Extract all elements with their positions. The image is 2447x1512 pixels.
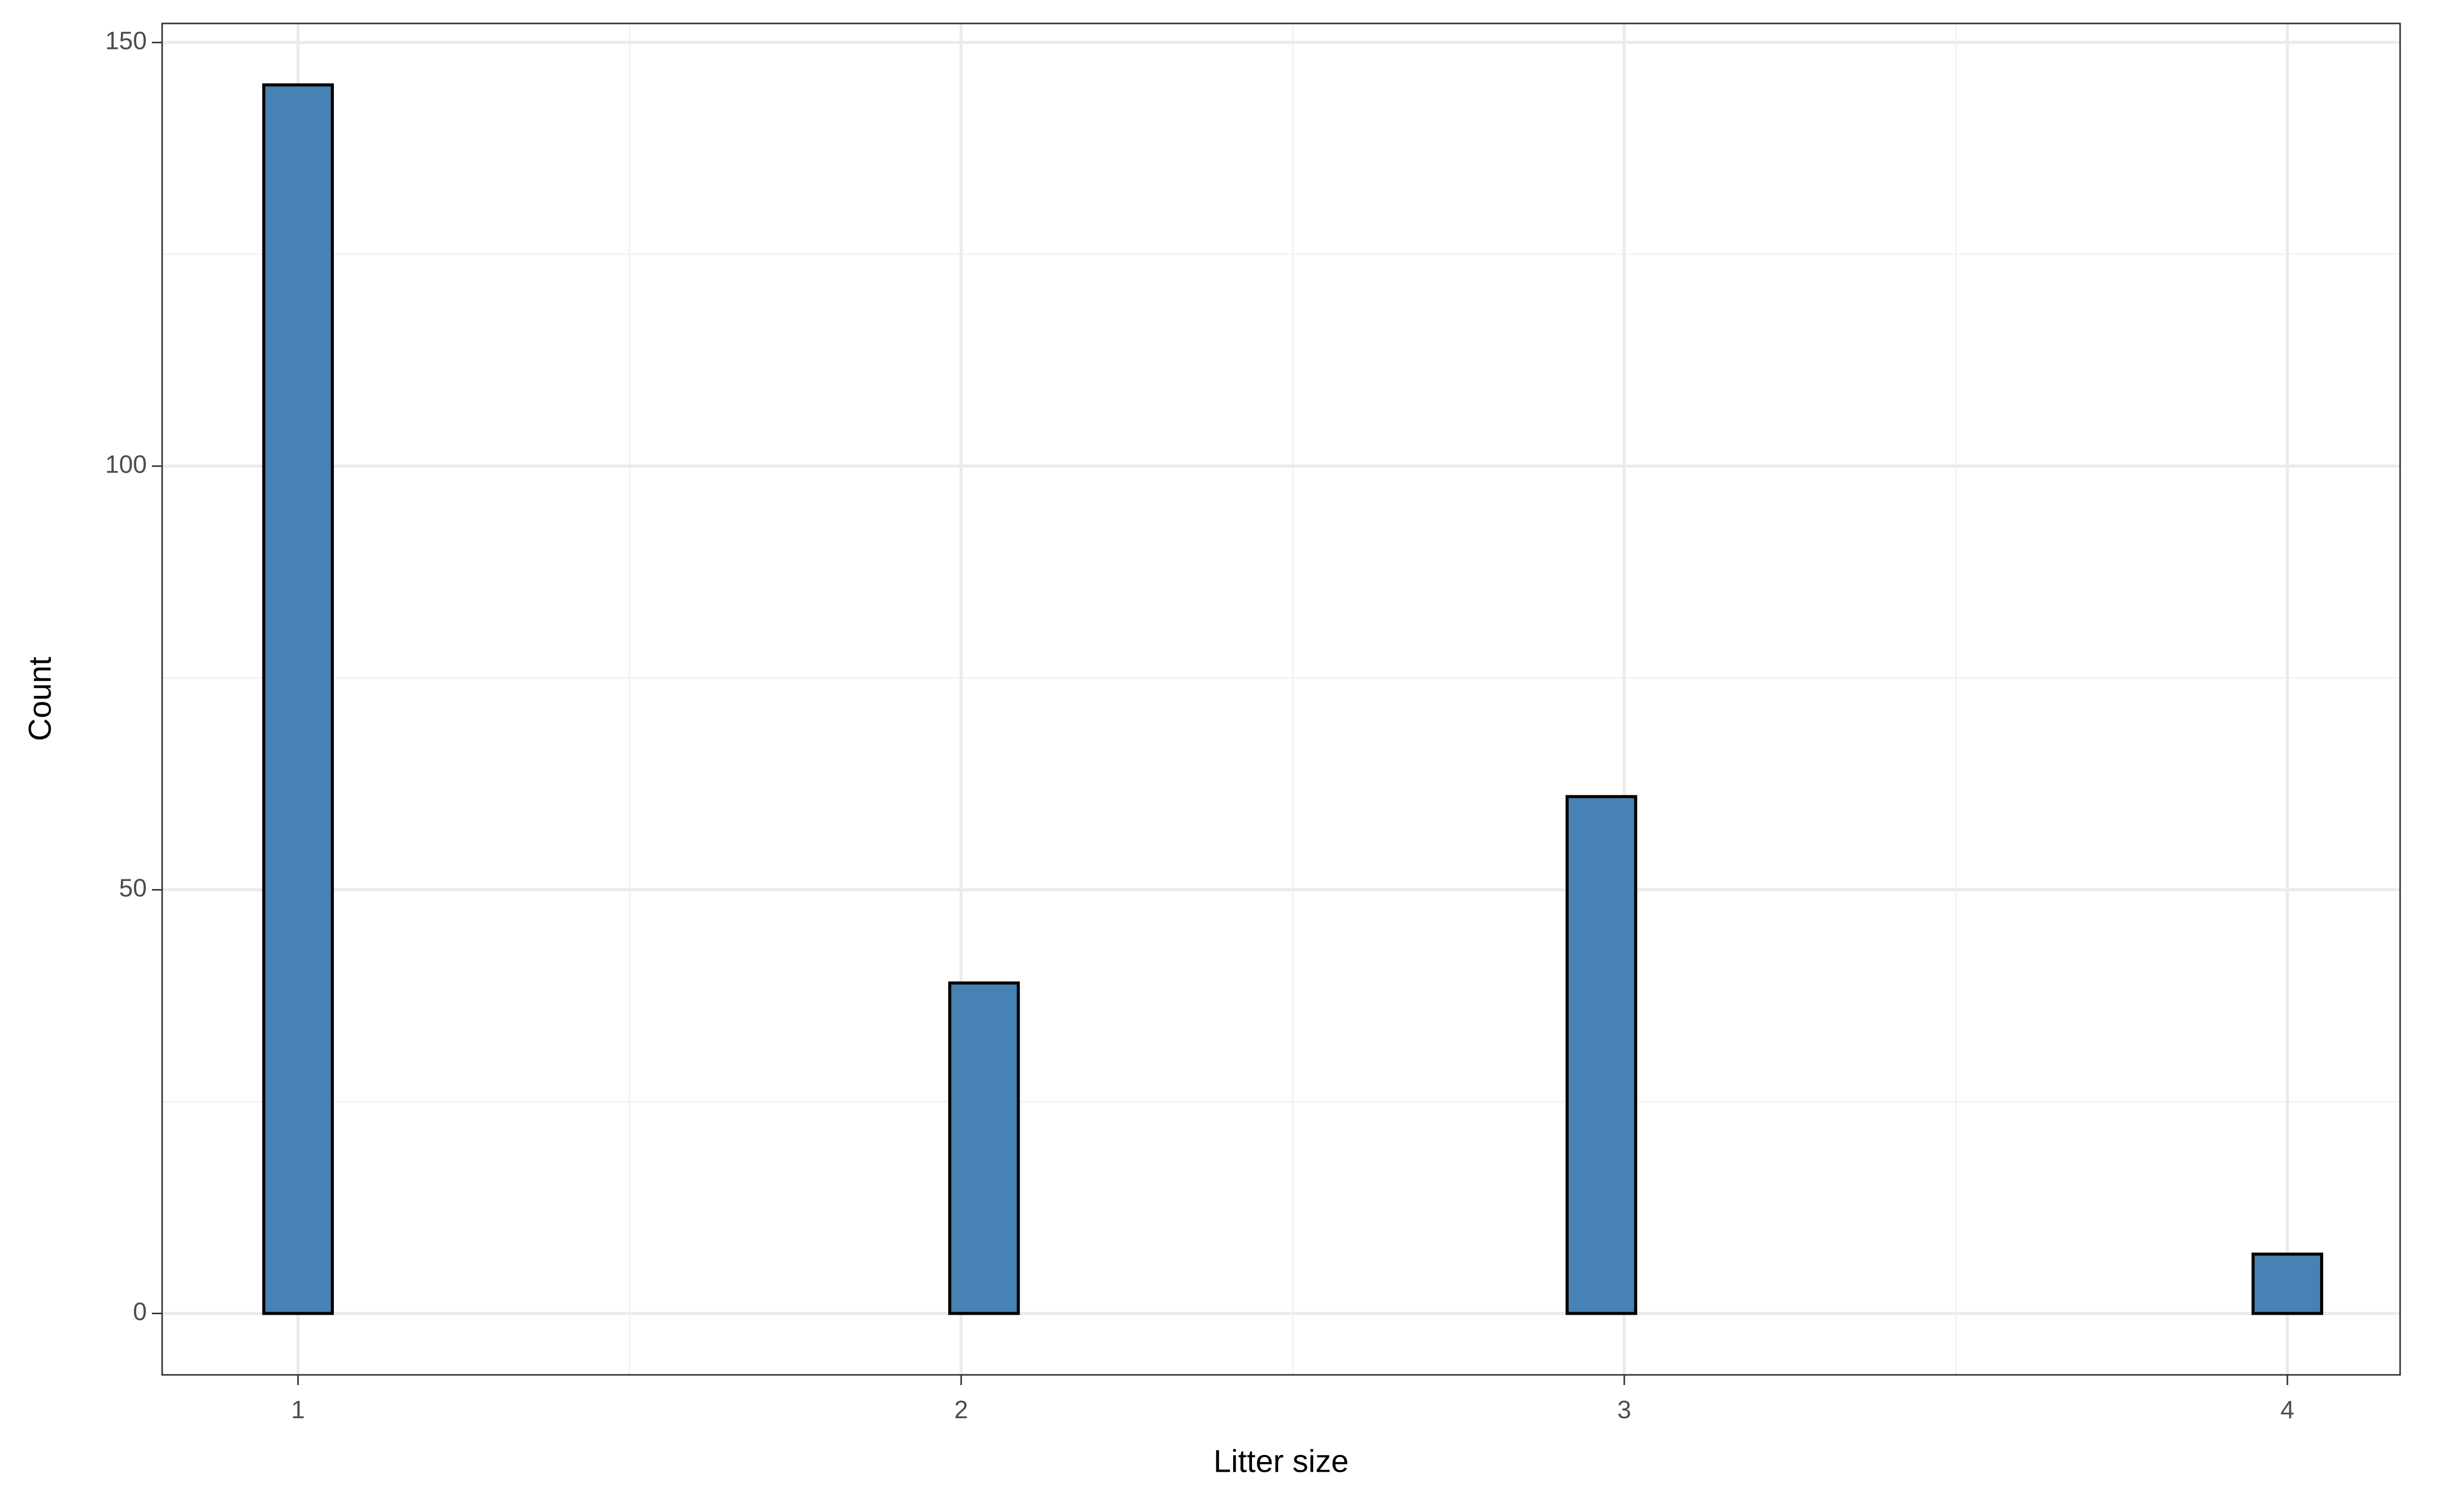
y-axis-title: Count [22,657,58,741]
x-axis-title: Litter size [1213,1444,1348,1479]
bar [948,981,1020,1315]
bar [2251,1253,2324,1315]
bar [1566,795,1637,1315]
y-tick-label: 150 [105,27,147,55]
x-tick-label: 1 [291,1396,305,1424]
x-tick-label: 2 [954,1396,968,1424]
x-tick-label: 4 [2280,1396,2294,1424]
y-tick-label: 0 [133,1298,147,1325]
panel-border [161,22,2401,1376]
y-tick-label: 50 [119,874,147,902]
bars [262,83,2324,1315]
x-tick-label: 3 [1618,1396,1631,1424]
bar [262,83,334,1315]
y-tick-label: 100 [105,451,147,478]
